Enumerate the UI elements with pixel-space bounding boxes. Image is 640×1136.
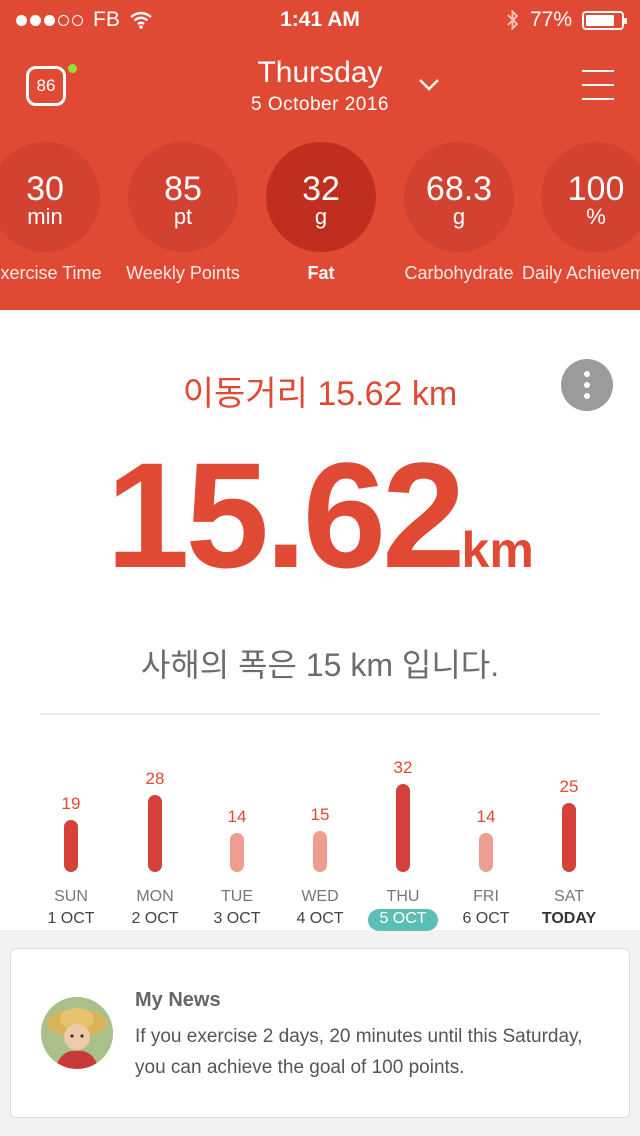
- chart-bar-value: 19: [61, 794, 81, 813]
- avatar: [41, 997, 113, 1069]
- battery-icon: [582, 10, 627, 30]
- bluetooth-icon: [507, 9, 519, 31]
- chart-date-label[interactable]: 6 OCT: [462, 910, 510, 927]
- metric-label: Carbohydrate: [404, 263, 514, 283]
- divider: [40, 713, 600, 715]
- chart-bar-value: 14: [227, 807, 247, 826]
- selected-day-pill: [368, 909, 438, 931]
- chart-bar[interactable]: [148, 795, 162, 872]
- metric-unit: g: [314, 204, 328, 229]
- metric-value: 32: [302, 170, 340, 208]
- metric-exercise-time[interactable]: 30 min: [0, 142, 100, 252]
- metric-unit: min: [27, 204, 63, 229]
- date-subtitle[interactable]: 5 October 2016: [251, 94, 389, 115]
- metric-unit: g: [452, 204, 466, 229]
- metric-weekly-points[interactable]: 85 pt: [128, 142, 238, 252]
- metric-label: Daily Achievement: [521, 263, 640, 283]
- chart-bar[interactable]: [313, 831, 327, 872]
- metric-unit: %: [586, 204, 606, 229]
- news-body: If you exercise 2 days, 20 minutes until…: [135, 1026, 583, 1078]
- score-badge[interactable]: 86: [26, 66, 66, 106]
- metric-value: 68.3: [425, 170, 493, 208]
- metric-unit: pt: [173, 204, 193, 229]
- chart-date-label[interactable]: 5 OCT: [379, 910, 427, 927]
- chart-date-label[interactable]: 2 OCT: [131, 910, 179, 927]
- metric-fat[interactable]: 32 g: [266, 142, 376, 252]
- metric-label: Fat: [307, 263, 335, 283]
- chart-date-label[interactable]: 4 OCT: [296, 910, 344, 927]
- metric-value: 85: [164, 170, 202, 208]
- metric-value: 30: [26, 170, 64, 208]
- weekly-chart: 19 SUN 1 OCT 28 MON 2 OCT 14 TUE 3 OCT 15 WED 4 OCT…: [0, 740, 640, 931]
- metric-value: 100: [567, 170, 625, 208]
- metric-carbohydrate[interactable]: 68.3 g: [404, 142, 514, 252]
- battery-percent: 77%: [529, 8, 572, 31]
- distance-card: 이동거리 15.62 km 15.62km 사해의 폭은 15 km 입니다. …: [0, 310, 640, 931]
- chart-day-name: WED: [301, 888, 339, 905]
- distance-subtitle: 이동거리 15.62 km: [182, 375, 458, 413]
- chart-day-name: MON: [136, 888, 174, 905]
- more-options-icon[interactable]: [561, 359, 613, 411]
- metric-label: Exercise Time: [0, 263, 102, 283]
- notification-dot: [68, 64, 77, 73]
- metric-label: Weekly Points: [126, 263, 240, 283]
- chart-bar-value: 32: [393, 758, 413, 777]
- chart-day-name: TUE: [221, 888, 253, 905]
- distance-value: 15.62: [106, 431, 465, 599]
- status-bar: FB 1:41 AM 77%: [0, 0, 640, 40]
- chart-bar-value: 25: [559, 777, 579, 796]
- chart-bar[interactable]: [230, 833, 244, 872]
- distance-comparison: 사해의 폭은 15 km 입니다.: [140, 647, 500, 683]
- chart-bar-value: 15: [310, 805, 330, 824]
- chart-bar-value: 28: [145, 769, 165, 788]
- distance-unit: km: [461, 522, 534, 578]
- distance-display: 15.62km: [0, 440, 640, 590]
- metric-daily-achievement[interactable]: 100 %: [541, 142, 640, 252]
- chart-bar-value: 14: [476, 807, 496, 826]
- chart-bar[interactable]: [64, 820, 78, 872]
- news-card[interactable]: My News If you exercise 2 days, 20 minut…: [10, 948, 630, 1118]
- signal-strength-icon: [16, 14, 83, 26]
- chart-date-label[interactable]: 1 OCT: [47, 910, 95, 927]
- chart-day-name: SAT: [554, 888, 584, 905]
- header-panel: FB 1:41 AM 77% 86 Thursday 5 October 201…: [0, 0, 640, 310]
- chart-bar[interactable]: [562, 803, 576, 872]
- wifi-icon: [130, 11, 152, 29]
- chevron-down-icon[interactable]: [418, 78, 440, 92]
- carrier-name: FB: [93, 8, 120, 31]
- chart-date-label[interactable]: TODAY: [541, 910, 597, 927]
- clock: 1:41 AM: [280, 8, 360, 31]
- day-title[interactable]: Thursday: [257, 56, 383, 89]
- chart-bar[interactable]: [396, 784, 410, 872]
- news-title: My News: [135, 989, 221, 1011]
- chart-date-label[interactable]: 3 OCT: [213, 910, 261, 927]
- chart-day-name: FRI: [473, 888, 499, 905]
- hamburger-menu-icon[interactable]: [582, 70, 614, 100]
- chart-bar[interactable]: [479, 833, 493, 872]
- chart-day-name: THU: [386, 888, 420, 905]
- chart-day-name: SUN: [54, 888, 88, 905]
